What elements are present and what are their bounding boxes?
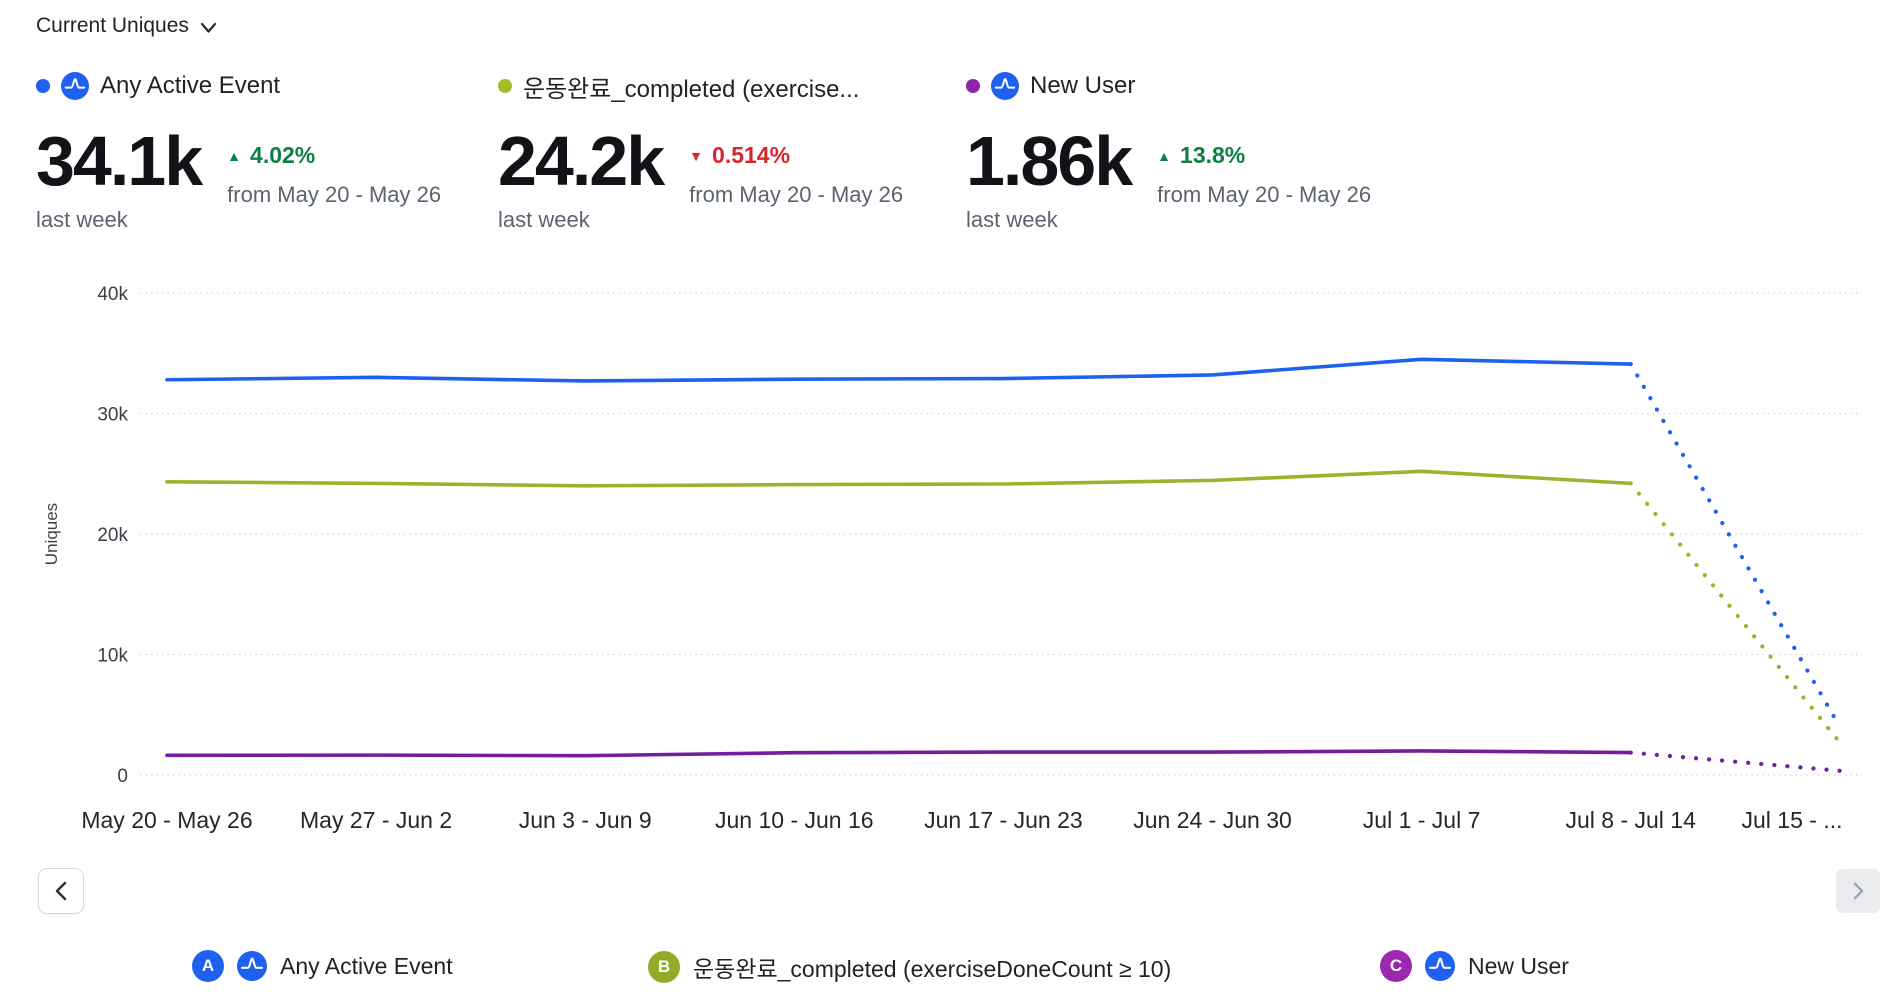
chevron-down-icon (200, 22, 217, 33)
x-axis-label: Jul 1 - Jul 7 (1362, 807, 1481, 833)
legend-label: Any Active Event (280, 952, 453, 979)
compare-range: from May 20 - May 26 (689, 182, 904, 207)
amplitude-icon (61, 72, 89, 100)
compare-range: from May 20 - May 26 (1157, 182, 1372, 207)
arrow-down-icon: ▼ (689, 147, 704, 164)
y-axis-tick-label: 20k (97, 525, 128, 546)
chevron-left-icon (55, 881, 67, 901)
x-axis-label: May 27 - Jun 2 (300, 807, 453, 833)
summary-card-header[interactable]: Any Active Event (36, 70, 498, 102)
series-line-2-dotted-tail (1628, 750, 1842, 773)
summary-card-label: 운동완료_completed (exercise... (523, 75, 860, 103)
summary-period: last week (36, 206, 128, 232)
x-axis-label: May 20 - May 26 (81, 807, 253, 833)
arrow-up-icon: ▲ (227, 147, 242, 164)
y-axis-tick-label: 10k (97, 646, 128, 667)
series-color-dot (966, 79, 980, 93)
summary-card-label: Any Active Event (100, 72, 281, 99)
x-axis: May 20 - May 26 May 27 - Jun 2 Jun 3 - Jun… (0, 807, 1886, 841)
change-indicator: ▲ 13.8% (1157, 142, 1375, 169)
series-line-2 (165, 749, 1633, 758)
summary-value: 24.2k (498, 122, 665, 200)
x-axis-label: Jul 8 - Jul 14 (1565, 807, 1696, 833)
change-percent: 4.02% (250, 142, 316, 168)
legend-badge-c: C (1380, 950, 1412, 982)
x-axis-label: Jun 3 - Jun 9 (518, 807, 652, 833)
summary-value: 1.86k (966, 122, 1133, 200)
summary-period: last week (498, 206, 590, 232)
change-indicator: ▲ 4.02% (227, 142, 445, 169)
summary-card-label: New User (1030, 72, 1136, 99)
metric-selector-label: Current Uniques (36, 14, 189, 37)
x-axis-label: Jul 15 - ... (1741, 807, 1843, 833)
series-color-dot (36, 79, 50, 93)
y-axis-tick-label: 0 (117, 766, 128, 787)
series-color-dot (498, 79, 512, 93)
compare-range: from May 20 - May 26 (227, 182, 442, 207)
legend-badge-a: A (192, 950, 224, 982)
legend-label: 운동완료_completed (exerciseDoneCount ≥ 10) (693, 956, 1172, 982)
summary-card: 운동완료_completed (exercise... 24.2k last w… (498, 70, 966, 233)
summary-card: New User 1.86k last week ▲ 13.8% from Ma… (966, 70, 1416, 233)
uniques-line-chart[interactable]: 0 10k 20k 30k 40k (0, 270, 1886, 810)
y-axis-tick-label: 30k (97, 405, 128, 426)
summary-period: last week (966, 206, 1058, 232)
amplitude-icon (991, 72, 1019, 100)
x-axis-label: Jun 24 - Jun 30 (1133, 807, 1292, 833)
series-line-0 (165, 357, 1633, 383)
y-axis-tick-label: 40k (97, 284, 128, 305)
arrow-up-icon: ▲ (1157, 147, 1172, 164)
series-line-1 (165, 469, 1633, 488)
x-axis-label: Jun 10 - Jun 16 (715, 807, 874, 833)
series-line-0-dotted-tail (1628, 361, 1842, 729)
pager-next-button[interactable] (1836, 869, 1880, 913)
summary-value: 34.1k (36, 122, 203, 200)
change-indicator: ▼ 0.514% (689, 142, 907, 169)
legend-label: New User (1468, 952, 1569, 979)
chevron-right-icon (1853, 882, 1863, 900)
legend-badge-b: B (648, 951, 680, 983)
x-axis-label: Jun 17 - Jun 23 (924, 807, 1083, 833)
change-percent: 13.8% (1180, 142, 1246, 168)
series-line-1-dotted-tail (1628, 481, 1842, 745)
legend-item-exercise-completed[interactable]: B 운동완료_completed (exerciseDoneCount ≥ 10… (648, 950, 1171, 984)
summary-card-header[interactable]: New User (966, 70, 1416, 102)
amplitude-icon (237, 951, 267, 981)
change-percent: 0.514% (712, 142, 791, 168)
summary-card: Any Active Event 34.1k last week ▲ 4.02%… (36, 70, 498, 233)
metric-selector[interactable]: Current Uniques (36, 14, 217, 38)
legend-item-any-active-event[interactable]: A Any Active Event (192, 950, 453, 982)
legend-item-new-user[interactable]: C New User (1380, 950, 1569, 982)
amplitude-icon (1425, 951, 1455, 981)
pager-prev-button[interactable] (38, 868, 84, 914)
summary-card-header[interactable]: 운동완료_completed (exercise... (498, 70, 966, 103)
